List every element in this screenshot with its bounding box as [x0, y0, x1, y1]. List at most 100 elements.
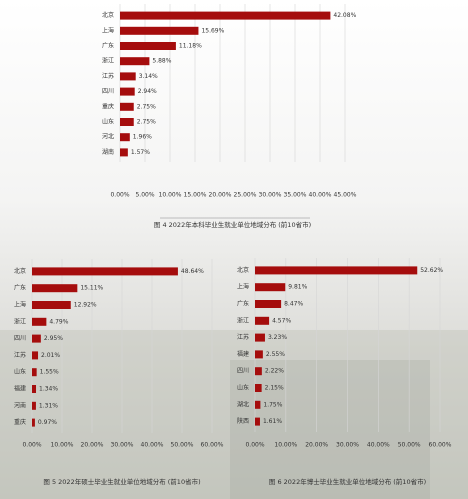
value-label: 5.88% [152, 58, 171, 65]
x-tick-label: 10.00% [51, 442, 74, 449]
category-label: 北京 [14, 267, 26, 275]
category-label: 浙江 [14, 317, 26, 325]
x-tick-label: 15.00% [184, 192, 207, 199]
x-tick-label: 0.00% [22, 442, 41, 449]
x-tick-label: 30.00% [111, 442, 134, 449]
bar [255, 283, 286, 292]
value-label: 1.96% [133, 134, 152, 141]
category-label: 山东 [102, 118, 114, 126]
value-label: 4.79% [49, 318, 68, 325]
bar [120, 26, 199, 35]
category-label: 河南 [14, 401, 26, 409]
bar [120, 148, 128, 157]
value-label: 4.57% [272, 317, 291, 324]
bar [255, 300, 282, 308]
value-label: 2.01% [41, 352, 60, 359]
x-tick-label: 35.00% [284, 192, 307, 199]
category-label: 四川 [237, 368, 249, 375]
bar [255, 350, 263, 359]
x-tick-label: 10.00% [274, 442, 297, 449]
bar [255, 333, 265, 342]
category-label: 四川 [14, 335, 26, 342]
category-label: 重庆 [14, 418, 26, 426]
bar [32, 418, 35, 427]
x-tick-label: 25.00% [234, 192, 257, 199]
bar [120, 11, 331, 20]
value-label: 1.31% [39, 402, 58, 409]
bar [32, 334, 41, 343]
value-label: 3.23% [268, 334, 287, 341]
value-label: 48.64% [181, 268, 204, 275]
category-label: 江苏 [14, 351, 26, 359]
x-tick-label: 40.00% [141, 442, 164, 449]
x-tick-label: 60.00% [429, 442, 452, 449]
bar [120, 102, 134, 111]
chart-title: 图 4 2022年本科毕业生就业单位地域分布 (前10省市) [154, 220, 311, 229]
value-label: 2.22% [265, 368, 284, 375]
category-label: 湖北 [237, 400, 249, 408]
value-label: 1.75% [263, 401, 282, 408]
value-label: 12.92% [74, 302, 97, 309]
bar [255, 367, 262, 376]
value-label: 2.94% [138, 88, 157, 95]
bar [32, 267, 178, 276]
category-label: 江苏 [102, 72, 114, 80]
category-label: 北京 [102, 11, 114, 19]
x-tick-label: 0.00% [245, 442, 264, 449]
value-label: 9.81% [288, 284, 307, 291]
x-tick-label: 20.00% [81, 442, 104, 449]
bar [120, 42, 176, 50]
bar [32, 385, 37, 393]
category-label: 北京 [237, 266, 249, 274]
chart-title: 图 5 2022年硕士毕业生就业单位地域分布 (前10省市) [43, 477, 200, 486]
category-label: 河北 [102, 133, 114, 141]
x-tick-label: 10.00% [159, 192, 182, 199]
chart-title: 图 6 2022年博士毕业生就业单位地域分布 (前10省市) [269, 477, 426, 486]
building [230, 360, 430, 499]
value-label: 8.47% [284, 301, 303, 308]
category-label: 广东 [14, 284, 26, 292]
bar [32, 368, 37, 377]
bar [32, 301, 71, 309]
x-tick-label: 50.00% [171, 442, 194, 449]
category-label: 广东 [237, 300, 249, 308]
category-label: 山东 [14, 368, 26, 376]
value-label: 2.75% [137, 103, 156, 110]
value-label: 2.95% [44, 335, 63, 342]
value-label: 1.57% [131, 149, 150, 156]
value-label: 2.15% [265, 385, 284, 392]
x-tick-label: 30.00% [336, 442, 359, 449]
x-tick-label: 30.00% [259, 192, 282, 199]
category-label: 山东 [237, 384, 249, 392]
category-label: 浙江 [102, 57, 114, 65]
x-tick-label: 45.00% [334, 192, 357, 199]
campus-photo [0, 330, 468, 499]
bar [32, 401, 36, 410]
category-label: 上海 [237, 283, 249, 291]
bar [120, 133, 130, 142]
category-label: 重庆 [102, 102, 114, 110]
category-label: 福建 [14, 385, 26, 393]
value-label: 1.55% [40, 369, 59, 376]
bar [120, 87, 135, 96]
value-label: 42.08% [333, 12, 356, 19]
value-label: 1.34% [39, 386, 58, 393]
value-label: 52.62% [420, 267, 443, 274]
value-label: 15.11% [80, 285, 103, 292]
value-label: 15.69% [201, 27, 224, 34]
value-label: 3.14% [139, 73, 158, 80]
x-tick-label: 5.00% [135, 192, 154, 199]
category-label: 湖南 [102, 148, 114, 156]
category-label: 四川 [102, 88, 114, 95]
category-label: 福建 [237, 350, 249, 358]
bar [255, 417, 260, 426]
value-label: 11.18% [179, 43, 202, 50]
category-label: 上海 [14, 301, 26, 309]
x-tick-label: 60.00% [201, 442, 224, 449]
category-label: 广东 [102, 42, 114, 50]
bar [255, 316, 270, 325]
bar [120, 72, 136, 81]
x-tick-label: 0.00% [110, 192, 129, 199]
